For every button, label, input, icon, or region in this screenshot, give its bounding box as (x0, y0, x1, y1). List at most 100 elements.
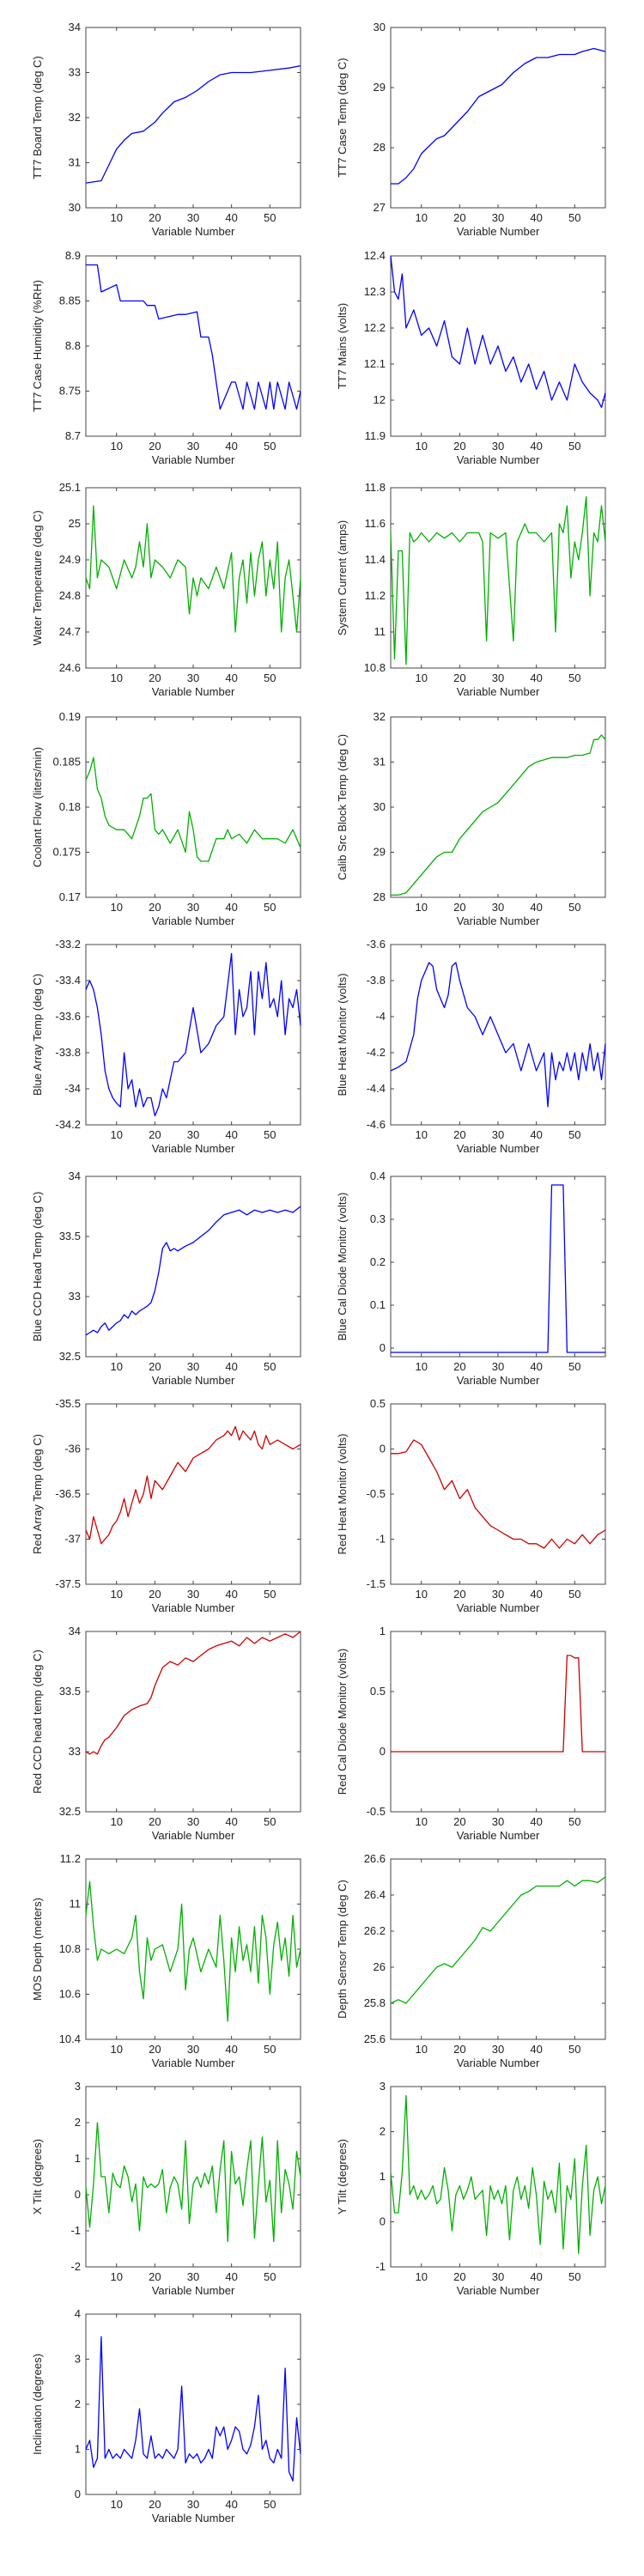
y-tick-label: 29 (374, 81, 386, 94)
x-axis-label: Variable Number (457, 225, 540, 238)
x-tick-label: 30 (492, 1360, 504, 1373)
x-tick-label: 20 (149, 901, 161, 914)
x-tick-label: 40 (225, 2498, 237, 2511)
x-tick-label: 10 (110, 211, 122, 224)
x-tick-label: 50 (264, 2270, 276, 2283)
y-tick-label: 33 (69, 1290, 81, 1303)
x-axis-label: Variable Number (152, 1374, 235, 1387)
x-tick-label: 50 (264, 1815, 276, 1828)
y-tick-label: 32.5 (59, 1805, 81, 1818)
y-tick-label: -33.6 (55, 1010, 81, 1023)
x-tick-label: 20 (149, 671, 161, 684)
plot-frame (85, 1176, 301, 1358)
y-tick-label: 31 (374, 756, 386, 769)
data-series-line (85, 952, 301, 1117)
y-tick-label: 25 (69, 517, 81, 530)
x-tick-label: 40 (225, 1588, 237, 1601)
data-series-line (390, 255, 606, 409)
x-tick-label: 20 (453, 1128, 465, 1141)
x-tick-label: 40 (530, 1815, 542, 1828)
chart-panel-19: 10 20 30 40 50 -2 -1 0 1 2 3 Variable Number X Tilt … (31, 2080, 301, 2297)
y-tick-label: 3 (380, 2080, 386, 2093)
y-axis-label: Red Array Temp (deg C) (31, 1434, 44, 1554)
y-tick-label: 32 (374, 710, 386, 723)
x-axis-label: Variable Number (457, 1601, 540, 1614)
x-axis-label: Variable Number (457, 1142, 540, 1155)
y-tick-label: -34 (64, 1082, 81, 1095)
x-tick-label: 40 (225, 1128, 237, 1141)
y-tick-label: 27 (374, 201, 386, 214)
x-tick-label: 30 (187, 1360, 199, 1373)
x-tick-label: 40 (530, 2270, 542, 2283)
plot-frame (85, 716, 301, 898)
y-axis-label: Water Temperature (deg C) (31, 510, 44, 646)
y-axis-label: Calib Src Block Temp (deg C) (336, 734, 349, 880)
y-tick-label: 30 (69, 201, 81, 214)
y-tick-label: -34.2 (55, 1118, 81, 1131)
x-tick-label: 20 (453, 901, 465, 914)
chart-panel-20: 10 20 30 40 50 -1 0 1 2 3 Variable Number Y Tilt (d… (336, 2080, 606, 2297)
data-series-line (85, 1425, 301, 1545)
y-tick-label: 0.4 (370, 1170, 386, 1182)
x-tick-label: 20 (149, 2270, 161, 2283)
y-tick-label: -4.2 (367, 1046, 386, 1059)
x-tick-label: 20 (453, 1360, 465, 1373)
x-tick-label: 30 (492, 440, 504, 453)
chart-panel-18: 10 20 30 40 50 25.6 25.8 26 26.2 26.4 26.6 Variable… (336, 1852, 606, 2069)
y-tick-label: 12.1 (364, 357, 386, 370)
plot-frame (390, 716, 606, 898)
x-axis-label: Variable Number (457, 2057, 540, 2069)
x-tick-label: 20 (149, 211, 161, 224)
y-tick-label: 25.1 (59, 481, 81, 494)
y-tick-label: 26.6 (364, 1852, 386, 1865)
x-tick-label: 20 (453, 440, 465, 453)
y-tick-label: 26.2 (364, 1924, 386, 1937)
y-tick-label: 2 (380, 2125, 386, 2138)
x-tick-label: 50 (568, 1360, 580, 1373)
x-axis-label: Variable Number (152, 2057, 235, 2069)
y-tick-label: -36 (64, 1443, 81, 1455)
y-axis-label: X Tilt (degrees) (31, 2139, 44, 2215)
y-axis-label: System Current (amps) (336, 520, 349, 635)
y-tick-label: 8.8 (65, 339, 81, 352)
y-tick-label: 24.6 (59, 661, 81, 674)
x-tick-label: 30 (187, 901, 199, 914)
x-tick-label: 30 (492, 2270, 504, 2283)
y-tick-label: -2 (70, 2260, 81, 2273)
x-tick-label: 40 (530, 2043, 542, 2056)
y-axis-label: TT7 Board Temp (deg C) (31, 56, 44, 179)
x-tick-label: 10 (415, 1128, 427, 1141)
chart-panel-16: 10 20 30 40 50 -0.5 0 0.5 1 Variable Number Red Ca… (336, 1625, 606, 1842)
y-tick-label: 33 (69, 66, 81, 79)
y-tick-label: 8.75 (59, 385, 81, 398)
y-tick-label: 11.6 (365, 517, 386, 530)
y-tick-label: 34 (69, 1170, 81, 1182)
x-tick-label: 50 (264, 1360, 276, 1373)
data-series-line (390, 1876, 606, 2004)
x-tick-label: 50 (568, 1815, 580, 1828)
y-tick-label: 33 (69, 1745, 81, 1758)
x-axis-label: Variable Number (152, 914, 235, 927)
x-tick-label: 50 (264, 440, 276, 453)
x-tick-label: 40 (530, 211, 542, 224)
chart-panel-15: 10 20 30 40 50 32.5 33 33.5 34 Variable Number Red… (31, 1625, 301, 1842)
y-tick-label: 11.2 (60, 1852, 81, 1865)
x-tick-label: 40 (225, 901, 237, 914)
y-tick-label: 3 (75, 2353, 81, 2366)
x-tick-label: 50 (264, 901, 276, 914)
x-tick-label: 30 (187, 671, 199, 684)
x-tick-label: 20 (453, 2270, 465, 2283)
x-axis-label: Variable Number (152, 2284, 235, 2297)
x-tick-label: 50 (264, 2043, 276, 2056)
chart-panel-5: 10 20 30 40 50 24.6 24.7 24.8 24.9 25 25.1 Variable… (31, 481, 301, 698)
y-tick-label: 1 (75, 2152, 81, 2165)
plot-frame (390, 1858, 606, 2040)
y-tick-label: 10.8 (364, 661, 386, 674)
y-tick-label: 0.175 (52, 846, 81, 859)
x-tick-label: 50 (264, 211, 276, 224)
y-axis-label: Depth Sensor Temp (deg C) (336, 1880, 349, 2019)
y-tick-label: 11.2 (365, 589, 386, 602)
